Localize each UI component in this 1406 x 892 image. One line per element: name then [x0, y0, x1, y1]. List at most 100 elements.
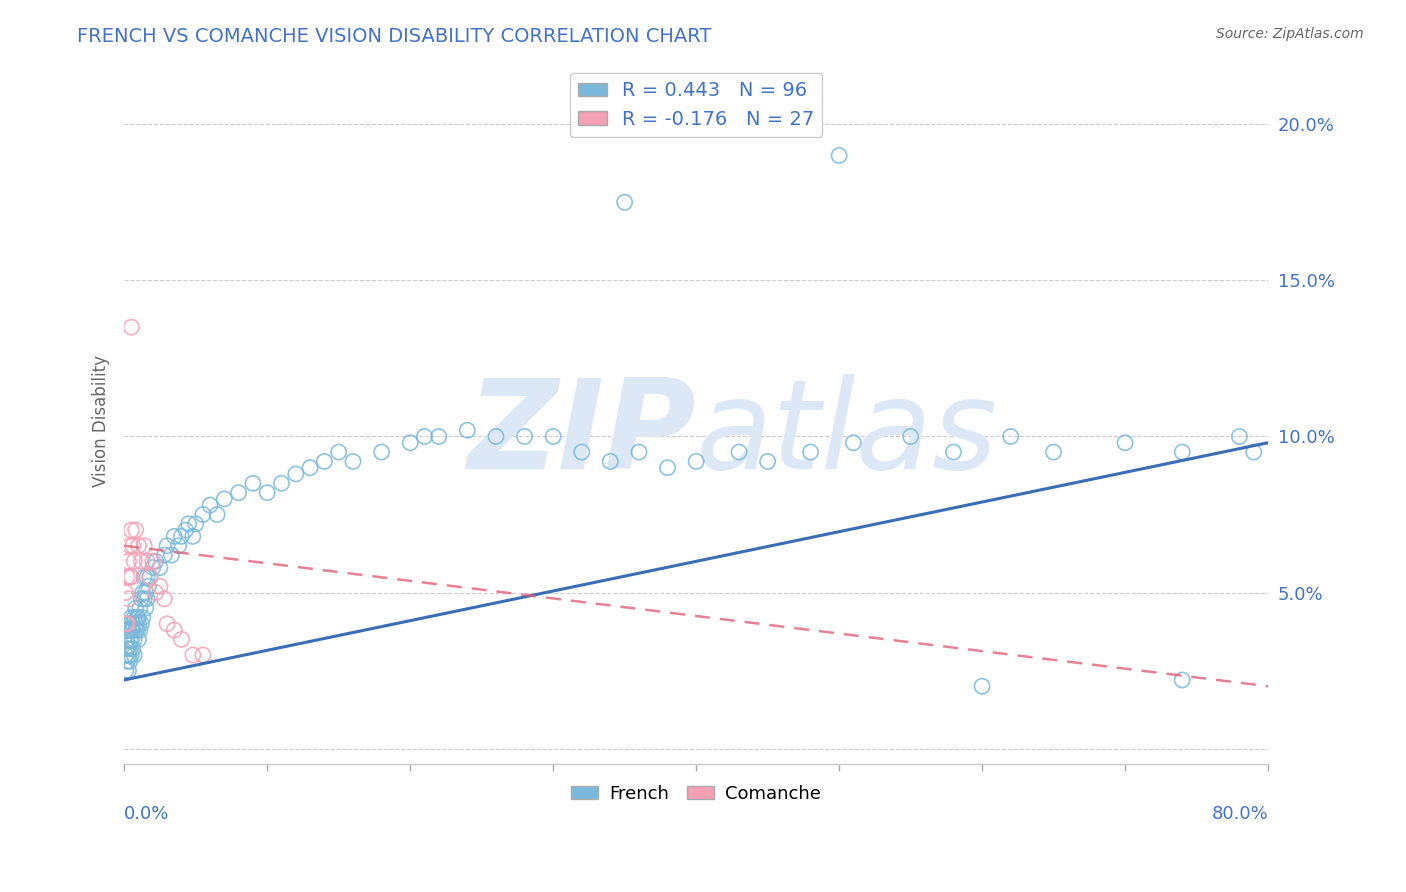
Point: [117, 664, 139, 678]
Point: [118, 654, 141, 668]
Text: atlas: atlas: [696, 374, 998, 495]
Point: [122, 648, 145, 662]
Point: [121, 641, 143, 656]
Point: [571, 445, 593, 459]
Point: [128, 616, 150, 631]
Point: [685, 454, 707, 468]
Point: [128, 610, 150, 624]
Point: [122, 554, 145, 568]
Point: [214, 491, 236, 506]
Point: [115, 641, 138, 656]
Point: [122, 610, 145, 624]
Point: [131, 554, 153, 568]
Point: [160, 548, 183, 562]
Point: [134, 539, 156, 553]
Point: [117, 623, 139, 637]
Point: [115, 616, 138, 631]
Point: [122, 632, 145, 647]
Text: FRENCH VS COMANCHE VISION DISABILITY CORRELATION CHART: FRENCH VS COMANCHE VISION DISABILITY COR…: [77, 27, 711, 45]
Point: [118, 641, 141, 656]
Point: [117, 554, 139, 568]
Point: [1171, 445, 1194, 459]
Point: [270, 476, 292, 491]
Y-axis label: Vision Disability: Vision Disability: [93, 355, 110, 487]
Point: [156, 539, 179, 553]
Point: [942, 445, 965, 459]
Point: [114, 585, 136, 599]
Point: [128, 632, 150, 647]
Point: [174, 523, 197, 537]
Point: [413, 429, 436, 443]
Point: [118, 539, 141, 553]
Point: [191, 508, 214, 522]
Point: [163, 529, 186, 543]
Point: [131, 616, 153, 631]
Point: [427, 429, 450, 443]
Point: [114, 616, 136, 631]
Text: Source: ZipAtlas.com: Source: ZipAtlas.com: [1216, 27, 1364, 41]
Legend: French, Comanche: French, Comanche: [564, 778, 828, 810]
Point: [167, 539, 190, 553]
Point: [117, 639, 139, 653]
Point: [136, 591, 159, 606]
Point: [124, 523, 146, 537]
Point: [599, 454, 621, 468]
Point: [115, 632, 138, 647]
Point: [242, 476, 264, 491]
Point: [299, 460, 322, 475]
Point: [129, 623, 152, 637]
Point: [205, 508, 228, 522]
Point: [799, 445, 821, 459]
Point: [342, 454, 364, 468]
Point: [121, 623, 143, 637]
Point: [181, 529, 204, 543]
Point: [228, 485, 250, 500]
Point: [900, 429, 922, 443]
Point: [124, 616, 146, 631]
Point: [456, 423, 478, 437]
Point: [142, 554, 165, 568]
Point: [118, 632, 141, 647]
Point: [120, 632, 142, 647]
Point: [657, 460, 679, 475]
Point: [114, 664, 136, 678]
Point: [121, 539, 143, 553]
Point: [128, 539, 150, 553]
Point: [1114, 435, 1136, 450]
Point: [134, 570, 156, 584]
Point: [163, 623, 186, 637]
Point: [114, 648, 136, 662]
Point: [131, 591, 153, 606]
Point: [541, 429, 564, 443]
Point: [117, 648, 139, 662]
Point: [120, 570, 142, 584]
Point: [136, 554, 159, 568]
Point: [828, 148, 851, 162]
Point: [129, 601, 152, 615]
Point: [145, 554, 167, 568]
Point: [1229, 429, 1251, 443]
Point: [627, 445, 650, 459]
Point: [728, 445, 751, 459]
Point: [1000, 429, 1022, 443]
Point: [117, 591, 139, 606]
Point: [124, 623, 146, 637]
Point: [314, 454, 336, 468]
Point: [120, 320, 142, 334]
Point: [127, 610, 149, 624]
Point: [153, 591, 176, 606]
Text: ZIP: ZIP: [467, 374, 696, 495]
Point: [156, 616, 179, 631]
Text: 80.0%: 80.0%: [1212, 805, 1268, 823]
Point: [134, 591, 156, 606]
Point: [135, 601, 157, 615]
Point: [153, 548, 176, 562]
Point: [842, 435, 865, 450]
Point: [138, 579, 160, 593]
Point: [513, 429, 536, 443]
Point: [115, 570, 138, 584]
Point: [118, 570, 141, 584]
Point: [613, 195, 636, 210]
Point: [756, 454, 779, 468]
Point: [1042, 445, 1064, 459]
